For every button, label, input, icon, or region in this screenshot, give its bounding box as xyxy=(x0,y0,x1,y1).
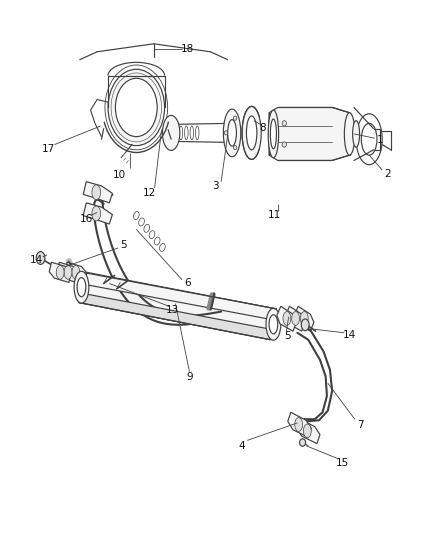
Polygon shape xyxy=(269,108,350,160)
Ellipse shape xyxy=(108,69,165,146)
Polygon shape xyxy=(83,182,113,203)
Ellipse shape xyxy=(134,212,139,220)
Ellipse shape xyxy=(282,142,286,147)
Ellipse shape xyxy=(92,206,101,221)
Ellipse shape xyxy=(190,126,194,140)
Text: 4: 4 xyxy=(239,441,245,451)
Ellipse shape xyxy=(72,265,80,279)
Ellipse shape xyxy=(195,126,199,140)
Polygon shape xyxy=(294,306,314,331)
Ellipse shape xyxy=(304,424,311,438)
Ellipse shape xyxy=(266,309,281,340)
Ellipse shape xyxy=(56,265,64,279)
Ellipse shape xyxy=(179,126,183,140)
Ellipse shape xyxy=(224,131,228,135)
Text: 12: 12 xyxy=(143,188,156,198)
Ellipse shape xyxy=(228,119,237,146)
Ellipse shape xyxy=(361,123,377,155)
Polygon shape xyxy=(65,262,87,282)
Ellipse shape xyxy=(268,110,279,158)
Polygon shape xyxy=(75,292,270,340)
Text: 16: 16 xyxy=(80,214,93,224)
Text: 1: 1 xyxy=(377,135,383,146)
Ellipse shape xyxy=(92,185,101,200)
Ellipse shape xyxy=(139,218,145,226)
Ellipse shape xyxy=(149,231,155,239)
Ellipse shape xyxy=(154,237,160,245)
Ellipse shape xyxy=(356,114,382,165)
Ellipse shape xyxy=(223,109,241,157)
Ellipse shape xyxy=(36,252,45,264)
Text: 6: 6 xyxy=(184,278,191,288)
Text: 17: 17 xyxy=(42,144,55,154)
Polygon shape xyxy=(49,262,71,282)
Ellipse shape xyxy=(295,418,303,431)
Text: 2: 2 xyxy=(384,169,391,179)
Text: 10: 10 xyxy=(112,171,125,180)
Text: 8: 8 xyxy=(259,123,266,133)
Text: 14: 14 xyxy=(30,255,43,265)
Ellipse shape xyxy=(233,116,237,120)
Text: 9: 9 xyxy=(186,372,193,382)
Text: 15: 15 xyxy=(336,458,349,467)
Ellipse shape xyxy=(77,278,86,297)
Ellipse shape xyxy=(300,439,306,446)
Polygon shape xyxy=(79,272,276,340)
Text: 11: 11 xyxy=(268,209,281,220)
Ellipse shape xyxy=(116,78,157,136)
Polygon shape xyxy=(57,262,79,282)
Ellipse shape xyxy=(301,319,309,330)
Ellipse shape xyxy=(159,244,165,252)
Ellipse shape xyxy=(174,126,177,140)
Ellipse shape xyxy=(242,107,261,159)
Ellipse shape xyxy=(247,116,257,150)
Ellipse shape xyxy=(64,265,72,279)
Text: 3: 3 xyxy=(212,181,219,191)
Ellipse shape xyxy=(74,271,89,303)
Ellipse shape xyxy=(292,312,300,325)
Ellipse shape xyxy=(300,312,308,325)
Ellipse shape xyxy=(185,126,188,140)
Text: 5: 5 xyxy=(284,332,291,342)
Text: 18: 18 xyxy=(181,44,194,54)
Text: 13: 13 xyxy=(166,305,179,315)
Text: 7: 7 xyxy=(357,419,364,430)
Text: 5: 5 xyxy=(120,240,127,251)
Text: 14: 14 xyxy=(343,330,356,341)
Ellipse shape xyxy=(269,315,278,334)
Ellipse shape xyxy=(162,115,180,150)
Ellipse shape xyxy=(353,120,360,147)
Ellipse shape xyxy=(283,312,291,325)
Ellipse shape xyxy=(270,119,276,149)
Ellipse shape xyxy=(344,113,355,155)
Ellipse shape xyxy=(233,146,237,150)
Polygon shape xyxy=(286,306,305,331)
Polygon shape xyxy=(288,413,311,437)
Polygon shape xyxy=(80,272,276,319)
Polygon shape xyxy=(83,203,113,224)
Ellipse shape xyxy=(282,120,286,126)
Polygon shape xyxy=(297,419,320,443)
Polygon shape xyxy=(277,306,297,331)
Ellipse shape xyxy=(144,224,150,232)
